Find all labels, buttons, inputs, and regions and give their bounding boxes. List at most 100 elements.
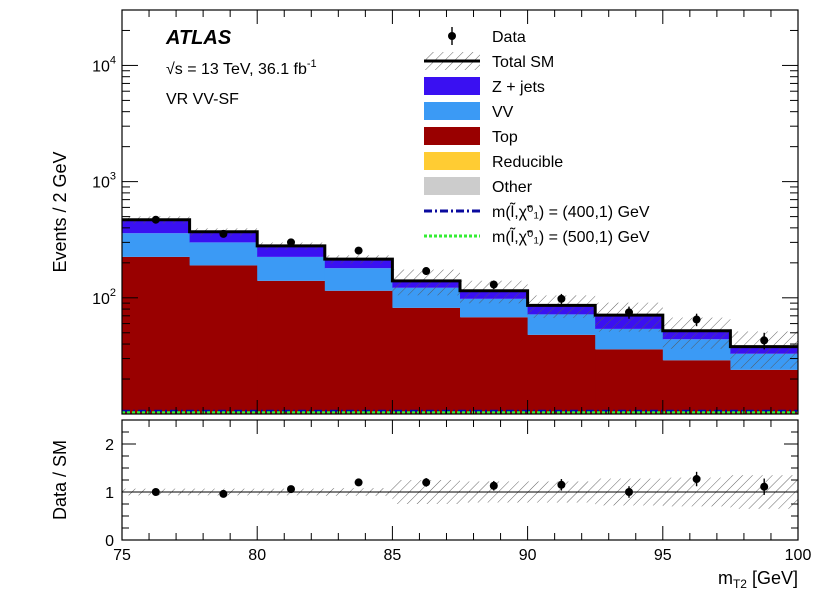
data-point [219,229,228,238]
energy-exponent: -1 [307,58,317,70]
signal-lines [122,409,798,414]
bar-vv [122,233,191,257]
bar-vv [324,268,393,291]
bar-vv [527,314,596,335]
data-points [151,215,769,350]
ratio-points [151,471,769,498]
bar-z-jets [324,259,393,269]
ratio-point [354,478,363,487]
y-tick-label: 102 [92,287,116,308]
x-axis-label: mT2 [GeV] [718,568,798,591]
stacked-histogram [122,219,798,414]
y-tick-label: 103 [92,171,116,192]
y-tick-label: 104 [92,54,116,75]
bar-vv [595,328,664,350]
x-tick-label: 100 [785,547,812,564]
legend-label: Z + jets [492,79,545,96]
bar-top [595,349,664,414]
x-axis-label-main: m [718,568,733,588]
y-tick-base: 10 [92,58,110,75]
data-point [422,267,431,276]
y-tick-exponent: 2 [110,287,116,299]
y-tick-base: 10 [92,175,110,192]
x-axis-label-sub: T2 [733,577,747,591]
ratio-point [287,485,295,494]
data-point [760,336,769,345]
bar-top [189,265,258,414]
bar-vv [189,242,258,266]
legend-label: VV [492,104,514,121]
ratio-y-axis-label: Data / SM [50,440,70,520]
y-tick-base: 10 [92,291,110,308]
data-point [151,215,160,224]
legend-item-signal1: m(l̃,χ̃⁰₁) = (400,1) GeV [424,201,650,221]
legend-swatch [424,102,480,120]
ratio-point [151,488,160,496]
legend-label: Top [492,129,518,146]
ratio-point [625,488,633,496]
y-tick-exponent: 3 [110,171,116,183]
legend-label: m(l̃,χ̃⁰₁) = (500,1) GeV [492,226,650,246]
bar-top [730,369,798,414]
total-sm-step [122,218,798,349]
data-point [354,246,363,255]
x-tick-label: 95 [654,547,672,564]
legend-swatch [424,127,480,145]
x-tick-label: 85 [384,547,402,564]
legend-label: Data [492,29,526,46]
legend-label: m(l̃,χ̃⁰₁) = (400,1) GeV [492,201,650,221]
legend-label: Other [492,179,533,196]
legend-swatch [424,77,480,95]
ratio-y-tick-label: 1 [105,485,114,502]
legend-item-top: Top [424,127,518,146]
legend-item-total: Total SM [424,52,554,71]
legend-swatch [424,177,480,195]
data-point [287,238,295,247]
legend-label: Total SM [492,54,554,71]
data-point [557,294,566,303]
total-sm-line [122,218,798,349]
bar-top [392,307,461,414]
ratio-axis-ticks: 0 1 2 75 80 85 90 95 100 [105,419,812,564]
bar-top [662,360,731,414]
bar-vv [257,256,326,281]
bar-vv [460,298,529,318]
legend-item-other: Other [424,177,533,196]
x-axis-label-unit: [GeV] [747,568,798,588]
legend: Data Total SM Z + jets VV Top Reducible Other m… [424,27,650,246]
bar-top [527,334,596,414]
legend-item-data: Data [448,27,526,46]
legend-marker [448,32,456,40]
atlas-label: ATLAS [165,27,232,49]
ratio-point [489,481,498,490]
legend-swatch [424,152,480,170]
legend-item-vv: VV [424,102,514,121]
y-axis-label: Events / 2 GeV [50,151,70,272]
legend-label: Reducible [492,154,563,171]
bar-top [257,280,326,414]
ratio-y-tick-label: 0 [105,533,114,550]
x-tick-label: 75 [113,547,131,564]
ratio-point [557,480,566,489]
ratio-y-tick-label: 2 [105,437,114,454]
ratio-point [219,489,228,498]
bar-top [122,256,191,414]
x-tick-label: 80 [248,547,266,564]
ratio-point [422,478,431,487]
ratio-point [692,475,701,484]
bar-top [460,317,529,414]
data-point [625,308,633,317]
bar-z-jets [257,245,326,257]
legend-item-signal2: m(l̃,χ̃⁰₁) = (500,1) GeV [424,226,650,246]
legend-item-reducible: Reducible [424,152,563,171]
ratio-panel: 0 1 2 75 80 85 90 95 100 [105,419,812,564]
energy-sqrt-s: √s [166,61,183,78]
region-label: VR VV-SF [166,91,239,108]
ratio-point [760,482,769,491]
legend-item-z_jets: Z + jets [424,77,545,96]
y-tick-exponent: 4 [110,54,116,66]
main-frame [121,9,799,415]
